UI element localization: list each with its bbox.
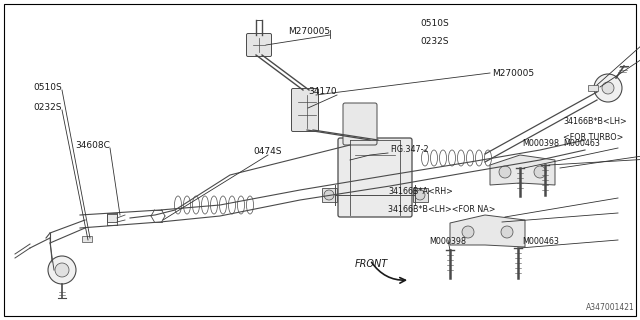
FancyBboxPatch shape (338, 138, 412, 217)
Text: 0510S: 0510S (420, 19, 449, 28)
Text: 0510S: 0510S (33, 83, 62, 92)
Circle shape (415, 190, 425, 200)
Text: M000398: M000398 (429, 237, 467, 246)
Circle shape (324, 190, 334, 200)
Circle shape (594, 74, 622, 102)
Circle shape (55, 263, 69, 277)
Bar (107, 214, 117, 222)
Text: 0232S: 0232S (420, 36, 449, 45)
Text: M270005: M270005 (492, 68, 534, 77)
FancyBboxPatch shape (291, 89, 319, 132)
Circle shape (499, 166, 511, 178)
Text: 34170: 34170 (308, 87, 337, 97)
Text: M000398: M000398 (522, 139, 559, 148)
Bar (82, 236, 92, 242)
Text: FIG.347-2: FIG.347-2 (390, 146, 429, 155)
Text: 34166B*B<LH>: 34166B*B<LH> (563, 117, 627, 126)
Bar (588, 85, 598, 91)
Circle shape (48, 256, 76, 284)
Circle shape (501, 226, 513, 238)
Text: M270005: M270005 (288, 28, 330, 36)
Polygon shape (490, 155, 555, 185)
Circle shape (602, 82, 614, 94)
FancyBboxPatch shape (246, 34, 271, 57)
Text: 0474S: 0474S (253, 148, 282, 156)
Text: M000463: M000463 (563, 139, 600, 148)
FancyBboxPatch shape (343, 103, 377, 145)
Text: 34608C: 34608C (75, 140, 110, 149)
Text: 34166B*B<LH><FOR NA>: 34166B*B<LH><FOR NA> (388, 205, 495, 214)
Circle shape (462, 226, 474, 238)
Bar (413, 188, 428, 202)
Text: 0232S: 0232S (33, 102, 62, 111)
Text: <FOR TURBO>: <FOR TURBO> (563, 133, 623, 142)
Bar (322, 188, 337, 202)
Polygon shape (450, 215, 525, 247)
Text: M000463: M000463 (522, 237, 559, 246)
Text: FRONT: FRONT (355, 259, 388, 269)
Text: 34166B*A<RH>: 34166B*A<RH> (388, 188, 453, 196)
Text: A347001421: A347001421 (586, 303, 635, 312)
Circle shape (534, 166, 546, 178)
